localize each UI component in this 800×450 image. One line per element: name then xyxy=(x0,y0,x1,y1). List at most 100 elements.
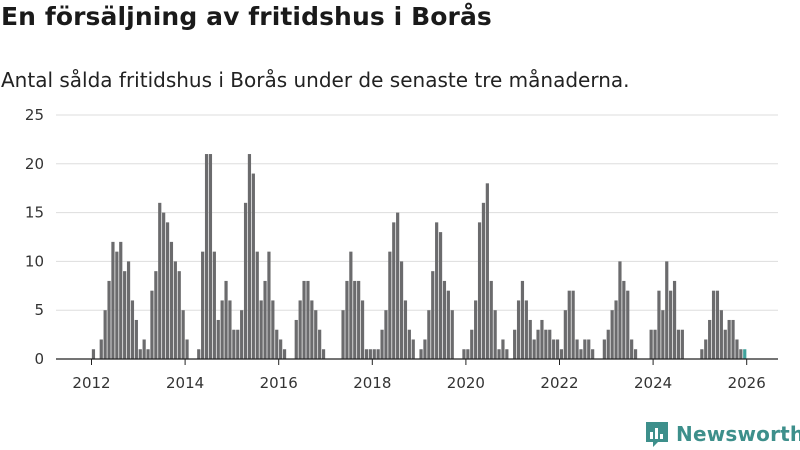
bar xyxy=(99,339,103,359)
bar xyxy=(173,261,177,359)
bar xyxy=(665,261,669,359)
bar xyxy=(544,329,548,359)
bar xyxy=(216,319,220,359)
bar xyxy=(243,202,248,359)
bar xyxy=(306,280,310,359)
y-tick-label: 25 xyxy=(25,106,44,124)
brand-logo: Newsworthy xyxy=(644,420,800,448)
bar xyxy=(711,290,716,359)
bar xyxy=(513,329,517,359)
bar xyxy=(165,222,170,359)
bar xyxy=(606,329,610,359)
bar xyxy=(680,329,684,359)
x-tick-label: 2016 xyxy=(260,374,298,392)
bar xyxy=(731,319,735,359)
bar xyxy=(442,280,447,359)
bar xyxy=(146,349,150,359)
bar xyxy=(197,349,201,359)
bar xyxy=(633,349,638,359)
bar xyxy=(540,319,544,359)
bar xyxy=(279,339,283,359)
bar xyxy=(107,280,111,359)
bar xyxy=(259,300,263,359)
bar xyxy=(271,300,275,359)
bar xyxy=(407,329,411,359)
bar xyxy=(220,300,224,359)
bar xyxy=(314,310,318,359)
bar xyxy=(630,339,634,359)
bar xyxy=(528,319,532,359)
bar xyxy=(208,154,213,359)
bar xyxy=(431,271,435,359)
bar xyxy=(372,349,376,359)
bar xyxy=(497,349,501,359)
bar xyxy=(618,261,622,359)
bar xyxy=(150,290,154,359)
bar xyxy=(282,349,287,359)
bar xyxy=(427,310,431,359)
bar xyxy=(470,329,474,359)
bar xyxy=(485,183,489,359)
x-tick-label: 2014 xyxy=(166,374,204,392)
bar xyxy=(388,251,392,359)
bar xyxy=(719,310,723,359)
bar xyxy=(341,310,345,359)
bar xyxy=(489,280,493,359)
bar xyxy=(423,339,427,359)
bar xyxy=(614,300,618,359)
bar xyxy=(162,212,166,359)
newsworthy-logo-icon xyxy=(646,422,668,447)
bar xyxy=(364,349,369,359)
bar xyxy=(704,339,708,359)
bar xyxy=(602,339,606,359)
bar xyxy=(318,329,322,359)
bar xyxy=(396,212,400,359)
bar xyxy=(626,290,630,359)
bar xyxy=(657,290,661,359)
bar xyxy=(236,329,240,359)
bar xyxy=(263,280,267,359)
y-tick-label: 10 xyxy=(25,252,44,270)
bar xyxy=(563,310,567,359)
bar xyxy=(571,290,575,359)
bar xyxy=(462,349,466,359)
bar xyxy=(450,310,454,359)
bar xyxy=(310,300,314,359)
bar xyxy=(294,319,298,359)
bar xyxy=(610,310,614,359)
bar xyxy=(240,310,244,359)
bar xyxy=(403,300,408,359)
bar xyxy=(232,329,236,359)
bar xyxy=(743,349,747,359)
bar xyxy=(201,251,205,359)
bar xyxy=(392,222,396,359)
bar xyxy=(672,280,677,359)
bar xyxy=(154,271,158,359)
y-tick-label: 20 xyxy=(25,155,44,173)
bar xyxy=(446,290,450,359)
bar xyxy=(224,280,228,359)
bar xyxy=(676,329,681,359)
bar xyxy=(579,349,583,359)
bar xyxy=(115,251,119,359)
bar xyxy=(555,339,560,359)
bar xyxy=(228,300,232,359)
bar xyxy=(723,329,727,359)
bar xyxy=(481,202,486,359)
bar xyxy=(548,329,552,359)
y-tick-label: 0 xyxy=(34,350,44,368)
bar xyxy=(552,339,556,359)
x-tick-label: 2024 xyxy=(634,374,672,392)
bar xyxy=(493,310,497,359)
bar xyxy=(357,280,361,359)
bar xyxy=(247,154,252,359)
x-tick-label: 2020 xyxy=(447,374,485,392)
bar xyxy=(419,349,423,359)
bar xyxy=(649,329,653,359)
bar xyxy=(126,261,131,359)
bar xyxy=(583,339,587,359)
bar xyxy=(298,300,302,359)
bar xyxy=(251,173,255,359)
bar xyxy=(411,339,415,359)
bar xyxy=(119,241,123,359)
